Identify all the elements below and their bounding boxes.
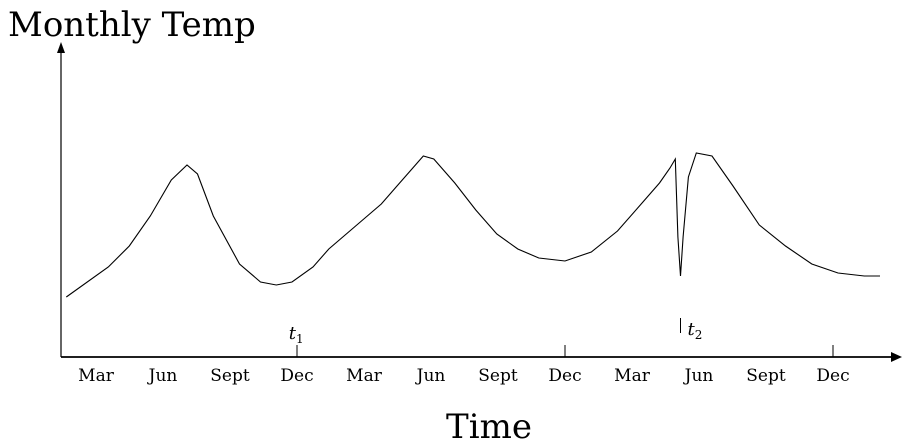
y-axis-arrowhead	[57, 42, 65, 53]
x-tick-label: Dec	[548, 366, 581, 386]
y-axis-title: Monthly Temp	[8, 5, 256, 45]
series-line	[65, 152, 880, 298]
annotation-label: t1	[289, 323, 304, 346]
x-tick-label: Mar	[614, 366, 651, 386]
x-tick-label: Sept	[478, 366, 518, 386]
x-tick-label: Sept	[746, 366, 786, 386]
axes	[57, 42, 902, 362]
x-tick-label: Sept	[210, 366, 250, 386]
x-tick-label: Mar	[346, 366, 383, 386]
x-axis-arrowhead	[891, 352, 902, 362]
x-tick-labels: Mar Jun Sept Dec Mar Jun Sept Dec Mar Jun Sept Dec	[78, 366, 849, 386]
x-tick-label: Jun	[415, 366, 446, 386]
x-major-ticks	[296, 345, 834, 357]
x-tick-label: Mar	[78, 366, 115, 386]
x-tick-label: Jun	[147, 366, 178, 386]
annotation-label: t2	[688, 319, 703, 342]
x-tick-label: Dec	[280, 366, 313, 386]
x-tick-label: Jun	[683, 366, 714, 386]
x-tick-label: Dec	[816, 366, 849, 386]
annotations: t1 t2	[289, 318, 703, 346]
x-axis-title: Time	[446, 407, 532, 444]
